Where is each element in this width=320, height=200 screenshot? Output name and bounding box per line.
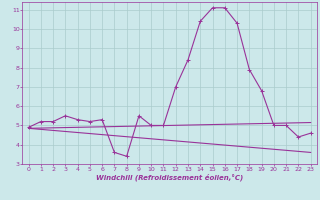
X-axis label: Windchill (Refroidissement éolien,°C): Windchill (Refroidissement éolien,°C) — [96, 173, 243, 181]
